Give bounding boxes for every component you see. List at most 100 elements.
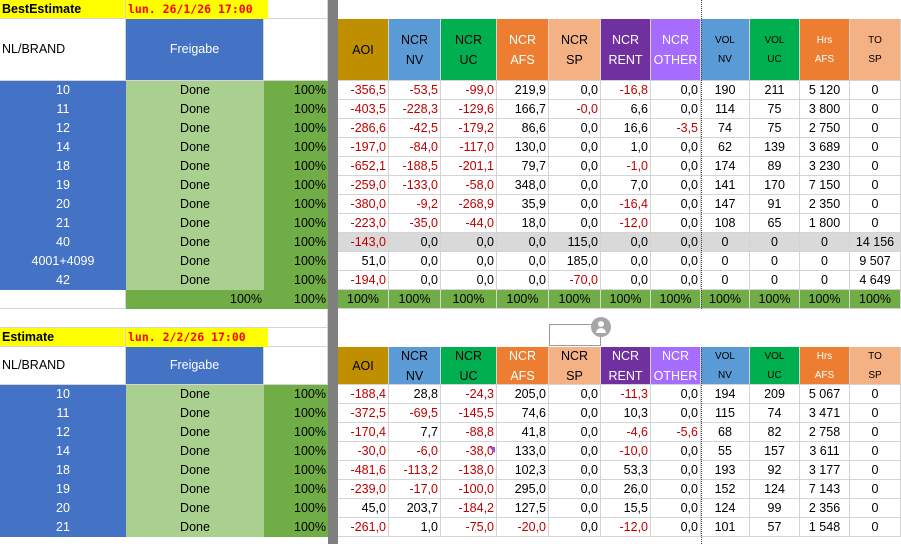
block-datetime[interactable]: lun. 26/1/26 17:00 (126, 0, 268, 19)
total-value-cell[interactable]: 100% (441, 290, 497, 309)
value-cell[interactable]: 0,0 (651, 252, 701, 271)
value-cell[interactable]: -0,0 (549, 100, 601, 119)
value-cell[interactable]: 0,0 (549, 81, 601, 100)
status-cell[interactable]: Done (126, 100, 264, 119)
value-cell[interactable]: 10,3 (601, 404, 651, 423)
column-header[interactable]: AOI (338, 19, 389, 81)
value-cell[interactable]: 0,0 (651, 233, 701, 252)
value-cell[interactable]: -138,0 (441, 461, 497, 480)
status-cell[interactable]: Done (126, 385, 264, 404)
value-cell[interactable]: -356,5 (338, 81, 389, 100)
empty-cell[interactable] (264, 347, 328, 385)
status-cell[interactable]: Done (126, 195, 264, 214)
value-cell[interactable]: 194 (701, 385, 750, 404)
total-value-cell[interactable]: 100% (497, 290, 549, 309)
value-cell[interactable]: 101 (701, 518, 750, 537)
status-cell[interactable]: Done (126, 404, 264, 423)
freigabe-header[interactable]: Freigabe (126, 19, 264, 81)
value-cell[interactable]: -42,5 (389, 119, 441, 138)
value-cell[interactable]: 3 611 (800, 442, 850, 461)
value-cell[interactable]: -24,3 (441, 385, 497, 404)
percent-cell[interactable]: 100% (264, 252, 328, 271)
percent-cell[interactable]: 100% (264, 119, 328, 138)
value-cell[interactable]: 348,0 (497, 176, 549, 195)
percent-cell[interactable]: 100% (264, 461, 328, 480)
column-header[interactable]: NCR NV (389, 347, 441, 385)
value-cell[interactable]: 0 (850, 195, 901, 214)
value-cell[interactable]: 7 150 (800, 176, 850, 195)
brand-cell[interactable]: 18 (0, 461, 126, 480)
value-cell[interactable]: -35,0 (389, 214, 441, 233)
value-cell[interactable]: 0,0 (549, 157, 601, 176)
value-cell[interactable]: -75,0 (441, 518, 497, 537)
column-header[interactable]: NCR UC (441, 19, 497, 81)
value-cell[interactable]: 152 (701, 480, 750, 499)
value-cell[interactable]: 35,9 (497, 195, 549, 214)
value-cell[interactable]: 174 (701, 157, 750, 176)
total-value-cell[interactable]: 100% (850, 290, 901, 309)
value-cell[interactable]: 99 (750, 499, 800, 518)
status-cell[interactable]: Done (126, 423, 264, 442)
value-cell[interactable]: 0,0 (651, 385, 701, 404)
column-header[interactable]: NCR OTHER (651, 19, 701, 81)
value-cell[interactable]: 79,7 (497, 157, 549, 176)
value-cell[interactable]: -143,0 (338, 233, 389, 252)
value-cell[interactable]: -117,0 (441, 138, 497, 157)
value-cell[interactable]: 74 (750, 404, 800, 423)
value-cell[interactable]: 16,6 (601, 119, 651, 138)
value-cell[interactable]: 9 507 (850, 252, 901, 271)
value-cell[interactable]: 0 (850, 404, 901, 423)
status-cell[interactable]: Done (126, 461, 264, 480)
value-cell[interactable]: -9,2 (389, 195, 441, 214)
value-cell[interactable]: -129,6 (441, 100, 497, 119)
value-cell[interactable]: 92 (750, 461, 800, 480)
value-cell[interactable]: 55 (701, 442, 750, 461)
value-cell[interactable]: 295,0 (497, 480, 549, 499)
total-value-cell[interactable]: 100% (651, 290, 701, 309)
value-cell[interactable]: 139 (750, 138, 800, 157)
empty-cell[interactable] (268, 328, 328, 347)
percent-cell[interactable]: 100% (264, 233, 328, 252)
brand-cell[interactable]: 10 (0, 81, 126, 100)
value-cell[interactable]: 108 (701, 214, 750, 233)
value-cell[interactable]: -133,0 (389, 176, 441, 195)
value-cell[interactable]: 74,6 (497, 404, 549, 423)
value-cell[interactable]: -10,0 (601, 442, 651, 461)
value-cell[interactable]: 0,0 (549, 385, 601, 404)
value-cell[interactable]: 1,0 (389, 518, 441, 537)
value-cell[interactable]: -12,0 (601, 518, 651, 537)
brand-cell[interactable]: 18 (0, 157, 126, 176)
value-cell[interactable]: 14 156 (850, 233, 901, 252)
value-cell[interactable]: 0 (750, 252, 800, 271)
value-cell[interactable]: 0 (850, 100, 901, 119)
value-cell[interactable]: 0,0 (549, 480, 601, 499)
value-cell[interactable]: 91 (750, 195, 800, 214)
value-cell[interactable]: -12,0 (601, 214, 651, 233)
value-cell[interactable]: 6,6 (601, 100, 651, 119)
value-cell[interactable]: 0,0 (651, 100, 701, 119)
value-cell[interactable]: 0,0 (549, 442, 601, 461)
value-cell[interactable]: -223,0 (338, 214, 389, 233)
column-header[interactable]: NCR SP (549, 19, 601, 81)
brand-cell[interactable]: 21 (0, 214, 126, 233)
value-cell[interactable]: 0,0 (651, 404, 701, 423)
percent-cell[interactable]: 100% (264, 195, 328, 214)
total-value-cell[interactable]: 100% (389, 290, 441, 309)
value-cell[interactable]: 5 120 (800, 81, 850, 100)
value-cell[interactable]: 65 (750, 214, 800, 233)
value-cell[interactable]: 57 (750, 518, 800, 537)
status-cell[interactable]: Done (126, 442, 264, 461)
status-cell[interactable]: Done (126, 81, 264, 100)
value-cell[interactable]: 141 (701, 176, 750, 195)
value-cell[interactable]: 18,0 (497, 214, 549, 233)
value-cell[interactable]: -38,0 (441, 442, 497, 461)
value-cell[interactable]: 3 471 (800, 404, 850, 423)
value-cell[interactable]: 0 (850, 423, 901, 442)
value-cell[interactable]: -145,5 (441, 404, 497, 423)
value-cell[interactable]: 0 (850, 138, 901, 157)
freeze-pane-divider[interactable] (328, 0, 338, 544)
value-cell[interactable]: 5 067 (800, 385, 850, 404)
value-cell[interactable]: -30,0 (338, 442, 389, 461)
status-cell[interactable]: Done (126, 271, 264, 290)
value-cell[interactable]: 185,0 (549, 252, 601, 271)
